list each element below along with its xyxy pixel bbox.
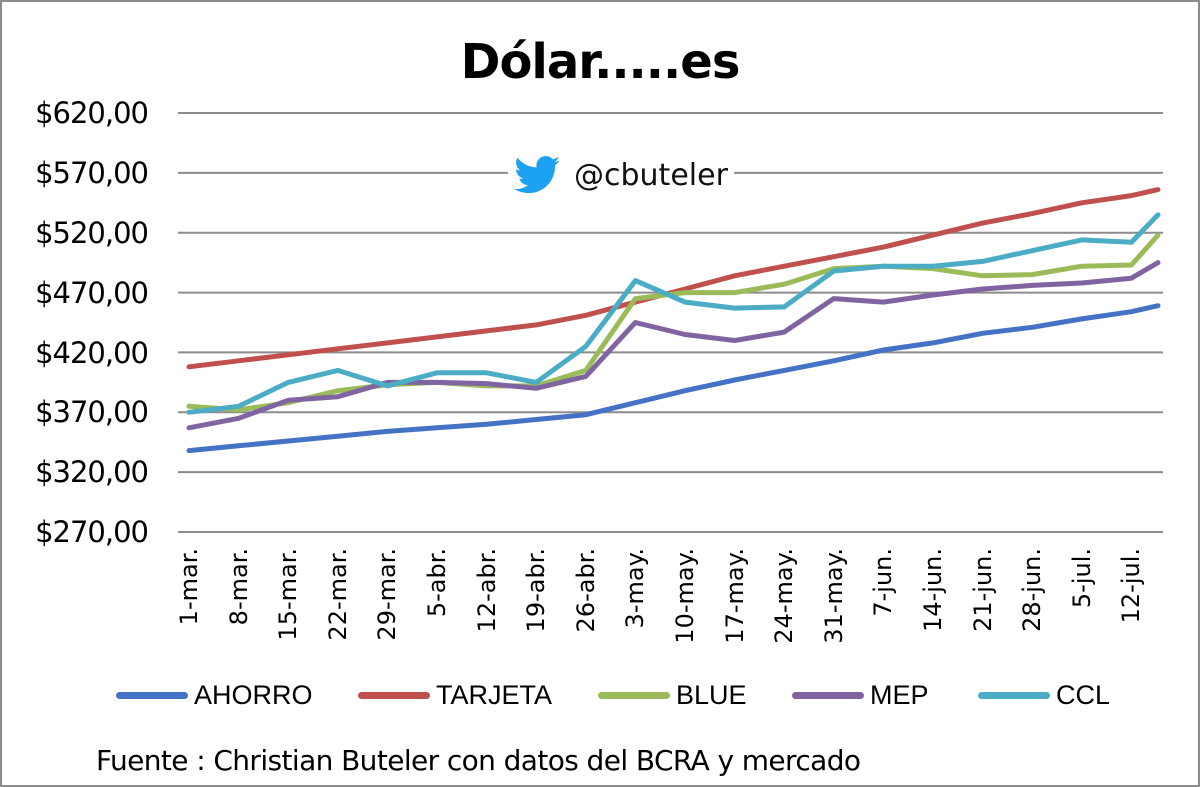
y-tick-label: $620,00 <box>35 96 149 130</box>
x-tick-label: 31-may. <box>819 548 848 644</box>
x-tick-label: 24-may. <box>770 548 799 644</box>
twitter-bird-icon <box>514 156 560 194</box>
x-tick-label: 8-mar. <box>224 548 253 626</box>
y-tick-label: $320,00 <box>35 455 149 489</box>
legend-swatch <box>116 692 188 699</box>
series-mep <box>186 260 1161 431</box>
x-tick-label: 5-jul. <box>1067 548 1096 609</box>
source-note: Fuente : Christian Buteler con datos del… <box>96 744 861 777</box>
x-tick-label: 22-mar. <box>323 548 352 641</box>
x-tick-label: 19-abr. <box>522 548 551 633</box>
y-tick-label: $570,00 <box>35 156 149 190</box>
legend-label: AHORRO <box>194 680 313 710</box>
y-tick-label: $270,00 <box>35 515 149 549</box>
legend-swatch <box>358 692 430 699</box>
legend-item-blue: BLUE <box>598 680 747 711</box>
x-tick-label: 14-jun. <box>919 548 947 632</box>
twitter-handle: @cbuteler <box>574 157 728 193</box>
legend-label: BLUE <box>676 680 747 710</box>
series-ccl <box>186 212 1161 415</box>
x-tick-label: 5-abr. <box>423 548 451 618</box>
x-tick-label: 12-abr. <box>472 548 501 633</box>
series-tarjeta <box>186 187 1161 370</box>
legend-item-ahorro: AHORRO <box>116 680 313 711</box>
series-lines <box>186 187 1161 454</box>
x-tick-label: 3-may. <box>621 548 650 629</box>
twitter-watermark: @cbuteler <box>508 153 734 197</box>
x-tick-label: 15-mar. <box>274 548 303 641</box>
x-tick-label: 17-may. <box>720 548 749 644</box>
y-tick-label: $420,00 <box>35 336 149 370</box>
legend-label: MEP <box>870 680 929 710</box>
legend-swatch <box>978 692 1050 699</box>
y-tick-label: $370,00 <box>35 395 149 429</box>
x-tick-label: 10-may. <box>671 548 699 644</box>
legend-swatch <box>598 692 670 699</box>
x-tick-label: 26-abr. <box>571 548 600 633</box>
x-tick-label: 28-jun. <box>1018 548 1047 632</box>
legend-label: TARJETA <box>436 680 553 710</box>
legend-item-ccl: CCL <box>978 680 1110 711</box>
chart-title: Dólar.....es <box>460 34 741 90</box>
legend-item-mep: MEP <box>792 680 929 711</box>
legend-label: CCL <box>1056 680 1111 710</box>
x-tick-label: 21-jun. <box>968 548 997 632</box>
legend-item-tarjeta: TARJETA <box>358 680 552 711</box>
x-tick-label: 12-jul. <box>1117 548 1146 624</box>
legend-swatch <box>792 692 864 699</box>
y-tick-label: $520,00 <box>35 216 149 250</box>
legend: AHORRO TARJETA BLUE MEP CCL <box>0 680 1200 720</box>
series-blue <box>186 232 1161 413</box>
x-tick-label: 29-mar. <box>373 548 402 641</box>
x-tick-label: 1-mar. <box>175 548 203 626</box>
series-ahorro <box>186 303 1161 454</box>
y-tick-label: $470,00 <box>35 276 149 310</box>
x-tick-label: 7-jun. <box>869 548 898 617</box>
